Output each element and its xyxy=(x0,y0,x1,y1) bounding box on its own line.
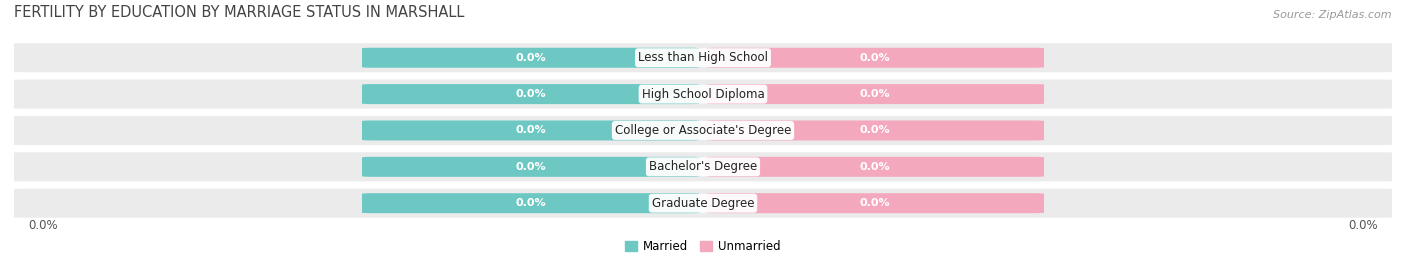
Text: High School Diploma: High School Diploma xyxy=(641,88,765,101)
Text: 0.0%: 0.0% xyxy=(860,198,890,208)
Text: 0.0%: 0.0% xyxy=(516,198,546,208)
Text: College or Associate's Degree: College or Associate's Degree xyxy=(614,124,792,137)
FancyBboxPatch shape xyxy=(361,193,700,213)
Text: Bachelor's Degree: Bachelor's Degree xyxy=(650,160,756,173)
FancyBboxPatch shape xyxy=(0,43,1406,72)
Text: 0.0%: 0.0% xyxy=(28,219,58,232)
Text: 0.0%: 0.0% xyxy=(516,125,546,136)
FancyBboxPatch shape xyxy=(706,121,1045,140)
Text: 0.0%: 0.0% xyxy=(1348,219,1378,232)
Text: 0.0%: 0.0% xyxy=(860,53,890,63)
Text: 0.0%: 0.0% xyxy=(860,162,890,172)
FancyBboxPatch shape xyxy=(706,48,1045,68)
Text: Graduate Degree: Graduate Degree xyxy=(652,197,754,210)
FancyBboxPatch shape xyxy=(706,84,1045,104)
Text: 0.0%: 0.0% xyxy=(516,89,546,99)
FancyBboxPatch shape xyxy=(361,48,700,68)
Text: 0.0%: 0.0% xyxy=(516,53,546,63)
FancyBboxPatch shape xyxy=(361,84,700,104)
Legend: Married, Unmarried: Married, Unmarried xyxy=(620,236,786,258)
FancyBboxPatch shape xyxy=(0,189,1406,218)
FancyBboxPatch shape xyxy=(0,116,1406,145)
Text: FERTILITY BY EDUCATION BY MARRIAGE STATUS IN MARSHALL: FERTILITY BY EDUCATION BY MARRIAGE STATU… xyxy=(14,5,464,20)
Text: Source: ZipAtlas.com: Source: ZipAtlas.com xyxy=(1274,10,1392,20)
Text: 0.0%: 0.0% xyxy=(860,125,890,136)
FancyBboxPatch shape xyxy=(706,157,1045,177)
FancyBboxPatch shape xyxy=(361,121,700,140)
Text: 0.0%: 0.0% xyxy=(860,89,890,99)
Text: Less than High School: Less than High School xyxy=(638,51,768,64)
FancyBboxPatch shape xyxy=(706,193,1045,213)
FancyBboxPatch shape xyxy=(361,157,700,177)
FancyBboxPatch shape xyxy=(0,152,1406,181)
Text: 0.0%: 0.0% xyxy=(516,162,546,172)
FancyBboxPatch shape xyxy=(0,80,1406,109)
